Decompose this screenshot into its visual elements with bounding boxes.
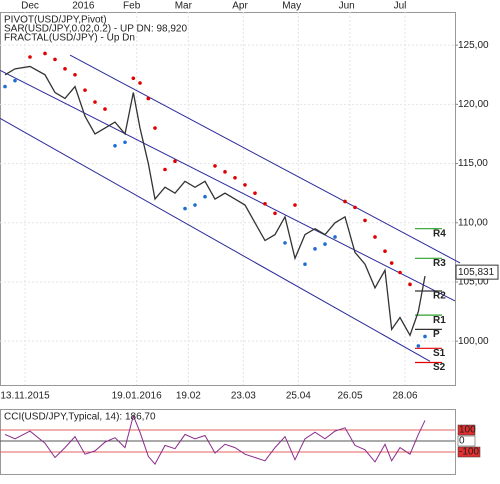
sar-dot [73,72,77,77]
x-tick-label: 23.03 [231,391,256,402]
pivot-label: R3 [433,258,446,269]
sar-dot [153,126,157,130]
tick-box [457,435,476,447]
sar-dot [416,344,421,348]
tick-box [457,446,481,458]
y-tick-label: 105,00 [458,277,489,288]
sar-dot [343,199,347,204]
x-tick-label: 19.01.2016 [112,391,162,402]
y-tick-label: 115,00 [458,158,488,169]
top-tick-label: Jul [394,1,407,12]
x-tick-label: 19.02 [176,391,201,402]
pivot-label: P [433,329,440,340]
tick-box [457,424,476,436]
cci-panel [0,409,456,475]
sar-dot [93,100,97,104]
sar-dot [63,67,67,71]
sar-dot [408,282,412,287]
sar-dot [113,144,117,148]
sar-dot [293,203,297,207]
sar-dot [353,205,357,210]
x-tick-label: 26.05 [337,391,362,402]
sar-dot [373,235,377,239]
sar-dot [313,247,317,251]
sar-dot [423,334,427,339]
last-price-box [455,264,499,280]
sar-dot [243,183,247,187]
last-price-label: 105,831 [458,267,495,278]
top-tick-label: Mar [175,1,193,12]
cci-line [4,414,426,465]
sar-dot [3,84,7,89]
sar-dot [146,96,151,101]
top-tick-label: 2016 [72,1,95,12]
sar-dot [273,211,277,216]
sar-dot [253,191,257,195]
sar-dot [233,175,237,180]
legend-entry: FRACTAL(USD/JPY) - Up Dn [4,33,135,44]
top-tick-label: Dec [21,1,39,12]
sar-dot [53,57,57,62]
sar-dot [183,206,187,211]
x-tick-label: 13.11.2015 [0,391,50,402]
top-tick-label: Apr [232,1,248,12]
sar-dot [123,140,127,145]
sar-dot [43,51,47,56]
y-tick-label: 125,00 [458,40,489,51]
top-tick-label: Feb [123,1,141,12]
sar-dot [398,270,402,275]
pivot-label: R2 [433,291,446,302]
sar-dot [223,170,227,174]
sar-dot [333,235,337,239]
sar-dot [28,55,32,59]
sar-dot [163,167,167,172]
sar-dot [131,76,136,81]
x-tick-label: 25.04 [286,391,311,402]
y-tick-label: -100 [459,447,479,458]
sar-dot [103,107,107,111]
sar-dot [389,261,394,265]
sar-dot [363,218,367,223]
channel-line [69,54,461,264]
y-tick-label: 100 [459,425,476,436]
cci-title: CCI(USD/JPY,Typical, 14): 186,70 [4,412,156,423]
y-tick-label: 120,00 [458,99,489,110]
sar-dot [83,88,87,92]
sar-dot [138,81,142,85]
sar-dot [283,241,287,245]
sar-dot [213,164,217,168]
channel-line [0,117,431,362]
y-tick-label: 100,00 [458,336,489,347]
top-tick-label: Jun [339,1,355,12]
sar-dot [263,202,267,206]
legend-entry: PIVOT(USD/JPY,Pivot) [4,15,107,26]
pivot-label: S1 [433,348,446,359]
top-tick-label: May [282,1,301,12]
pivot-label: S2 [433,362,446,373]
sar-dot [173,159,177,163]
pivot-label: R4 [433,228,446,239]
pivot-label: R1 [433,315,446,326]
channel-line [0,69,456,302]
sar-dot [383,249,387,253]
x-tick-label: 28.06 [392,391,417,402]
sar-dot [13,78,17,83]
sar-dot [203,194,207,199]
price-line [4,65,426,337]
price-panel [0,12,456,386]
y-tick-label: 110,00 [458,217,488,228]
legend-entry: SAR(USD/JPY,0.02,0.2) - UP DN: 98,920 [4,24,187,35]
y-tick-label: 0 [459,436,465,447]
sar-dot [303,262,307,267]
sar-dot [193,203,197,207]
sar-dot [323,242,327,246]
